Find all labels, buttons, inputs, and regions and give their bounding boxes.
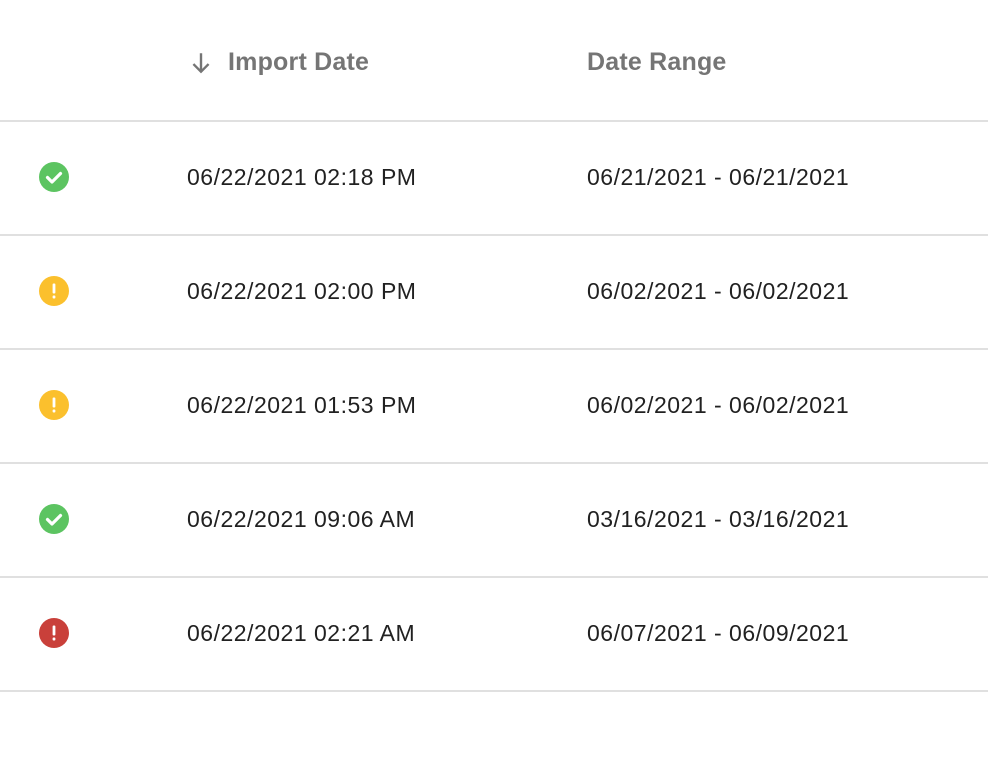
import-date-label: Import Date <box>228 48 370 76</box>
date-range-cell: 06/07/2021 - 06/09/2021 <box>587 620 850 646</box>
warning-circle-icon <box>39 276 69 306</box>
import-date-cell: 06/22/2021 09:06 AM <box>187 506 416 532</box>
date-range-column-header[interactable]: Date Range <box>587 48 727 76</box>
date-range-cell: 06/02/2021 - 06/02/2021 <box>587 278 850 304</box>
date-range-cell: 03/16/2021 - 03/16/2021 <box>587 506 850 532</box>
date-range-cell: 06/21/2021 - 06/21/2021 <box>587 164 850 190</box>
import-date-cell: 06/22/2021 02:00 PM <box>187 278 417 304</box>
import-date-cell: 06/22/2021 02:18 PM <box>187 164 417 190</box>
table-row[interactable]: 06/22/2021 09:06 AM 03/16/2021 - 03/16/2… <box>0 464 988 578</box>
table-header: Import Date Date Range <box>0 0 988 122</box>
table-row[interactable]: 06/22/2021 01:53 PM 06/02/2021 - 06/02/2… <box>0 350 988 464</box>
table-row[interactable]: 06/22/2021 02:18 PM 06/21/2021 - 06/21/2… <box>0 122 988 236</box>
check-circle-icon <box>39 162 69 192</box>
error-circle-icon <box>39 618 69 648</box>
import-date-cell: 06/22/2021 01:53 PM <box>187 392 417 418</box>
date-range-cell: 06/02/2021 - 06/02/2021 <box>587 392 850 418</box>
arrow-down-icon <box>192 52 210 73</box>
import-date-cell: 06/22/2021 02:21 AM <box>187 620 416 646</box>
table-row[interactable]: 06/22/2021 02:21 AM 06/07/2021 - 06/09/2… <box>0 578 988 692</box>
import-date-column-header[interactable]: Import Date <box>188 48 369 77</box>
warning-circle-icon <box>39 390 69 420</box>
table-row[interactable]: 06/22/2021 02:00 PM 06/02/2021 - 06/02/2… <box>0 236 988 350</box>
imports-table: Import Date Date Range 06/22/2021 02:18 … <box>0 0 988 692</box>
check-circle-icon <box>39 504 69 534</box>
